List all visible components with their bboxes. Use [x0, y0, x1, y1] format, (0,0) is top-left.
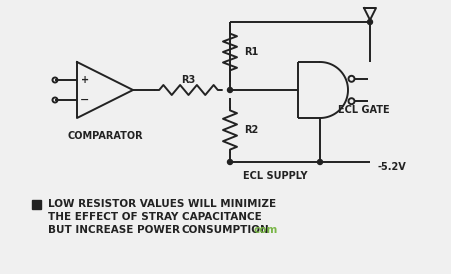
Text: +: + — [81, 75, 89, 85]
Text: ECL GATE: ECL GATE — [338, 105, 390, 115]
Text: R1: R1 — [244, 47, 258, 57]
Circle shape — [368, 19, 373, 24]
Text: -5.2V: -5.2V — [378, 162, 407, 172]
Text: CONSUMPTION: CONSUMPTION — [181, 225, 269, 235]
Text: R3: R3 — [181, 75, 196, 85]
Text: LOW RESISTOR VALUES WILL MINIMIZE: LOW RESISTOR VALUES WILL MINIMIZE — [48, 199, 276, 209]
Text: COMPARATOR: COMPARATOR — [67, 131, 143, 141]
Text: BUT INCREASE POWER: BUT INCREASE POWER — [48, 225, 184, 235]
Bar — [32, 200, 41, 209]
Circle shape — [227, 87, 233, 93]
Text: ECL SUPPLY: ECL SUPPLY — [243, 171, 307, 181]
Text: −: − — [80, 95, 90, 105]
Circle shape — [227, 159, 233, 164]
Text: R2: R2 — [244, 125, 258, 135]
Text: THE EFFECT OF STRAY CAPACITANCE: THE EFFECT OF STRAY CAPACITANCE — [48, 212, 262, 222]
Text: com: com — [254, 225, 278, 235]
Circle shape — [318, 159, 322, 164]
